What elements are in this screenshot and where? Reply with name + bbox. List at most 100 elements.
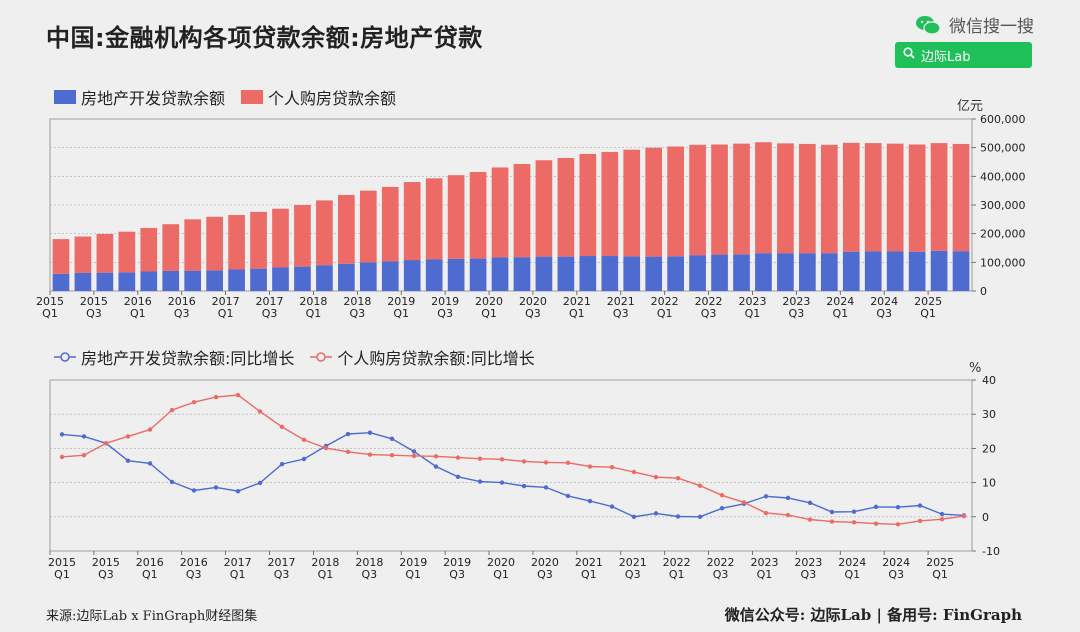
legend-item-dev: 房地产开发贷款余额 bbox=[54, 85, 225, 109]
bar-dev bbox=[601, 256, 619, 291]
bar-dev bbox=[403, 260, 421, 291]
bar-xtick-label: 2019 bbox=[431, 295, 459, 308]
bar-personal bbox=[206, 216, 223, 271]
line-series-personal-yoy-point bbox=[433, 454, 439, 459]
bar-dev bbox=[930, 250, 948, 291]
bar-xtick-label: 2024 bbox=[870, 295, 898, 308]
bar-personal bbox=[711, 144, 728, 255]
bar-dev bbox=[338, 263, 355, 291]
line-series-personal-yoy-point bbox=[257, 409, 263, 414]
bar-dev bbox=[513, 257, 531, 291]
legend-swatch-personal bbox=[241, 90, 264, 104]
line-chart-legend: 房地产开发贷款余额:同比增长 个人购房贷款余额:同比增长 bbox=[54, 345, 545, 369]
bar-dev bbox=[535, 256, 553, 291]
legend-marker-dev-yoy bbox=[54, 352, 76, 362]
bar-dev bbox=[184, 270, 202, 291]
line-series-dev-yoy-point bbox=[851, 509, 857, 514]
line-unit-label: % bbox=[969, 361, 981, 376]
line-series-personal-yoy-point bbox=[543, 460, 549, 465]
line-series-personal-yoy-point bbox=[279, 424, 285, 430]
line-series-dev-yoy-point bbox=[81, 434, 87, 439]
line-series-dev-yoy-point bbox=[499, 480, 505, 485]
bar-ytick-label: 500,000 bbox=[980, 142, 1026, 155]
bar-xtick-label: Q3 bbox=[86, 307, 102, 320]
bar-xtick-label: 2017 bbox=[212, 295, 240, 308]
bar-personal bbox=[272, 208, 289, 268]
line-series-personal-yoy-point bbox=[213, 394, 219, 400]
bar-dev bbox=[689, 255, 706, 291]
wechat-icon bbox=[915, 15, 941, 35]
bar-xtick-label: 2019 bbox=[387, 295, 415, 308]
line-series-personal-yoy-point bbox=[785, 512, 791, 518]
bar-ytick-label: 0 bbox=[980, 285, 987, 298]
line-series-personal-yoy-point bbox=[169, 407, 175, 413]
bar-dev bbox=[228, 269, 245, 291]
bar-dev bbox=[623, 256, 641, 291]
bar-xtick-label: 2021 bbox=[607, 295, 635, 308]
bar-dev bbox=[952, 251, 970, 291]
line-xtick-label: Q3 bbox=[361, 568, 377, 581]
bar-personal bbox=[952, 143, 970, 252]
line-series-personal-yoy-point bbox=[191, 400, 197, 405]
bar-dev bbox=[294, 266, 311, 291]
bar-dev bbox=[250, 268, 267, 291]
bar-personal bbox=[52, 239, 70, 274]
line-series-personal-yoy-point bbox=[873, 521, 879, 526]
bar-xtick-label: 2023 bbox=[738, 295, 766, 308]
line-series-personal-yoy-point bbox=[653, 474, 659, 480]
line-series-dev-yoy-point bbox=[807, 500, 813, 505]
line-series-personal-yoy-point bbox=[939, 516, 945, 522]
bar-ytick-label: 600,000 bbox=[980, 113, 1026, 126]
line-series-personal-yoy-point bbox=[829, 519, 835, 524]
line-series-personal-yoy-point bbox=[477, 456, 483, 461]
line-xtick-label: 2023 bbox=[794, 556, 822, 569]
bar-xtick-label: 2016 bbox=[168, 295, 196, 308]
footer-account: 微信公众号: 边际Lab | 备用号: FinGraph bbox=[724, 606, 1022, 624]
bar-dev bbox=[272, 267, 289, 291]
line-series-dev-yoy bbox=[61, 431, 965, 518]
bar-personal bbox=[491, 167, 509, 258]
bar-xtick-label: Q3 bbox=[262, 307, 278, 320]
bar-personal bbox=[908, 144, 926, 252]
line-series-personal-yoy-point bbox=[81, 453, 87, 458]
line-xtick-label: Q3 bbox=[449, 568, 465, 581]
bar-personal bbox=[403, 182, 421, 261]
line-series-dev-yoy-point bbox=[675, 514, 681, 519]
legend-label-dev-yoy: 房地产开发贷款余额:同比增长 bbox=[81, 349, 295, 368]
bar-personal bbox=[733, 143, 750, 255]
line-series-personal-yoy bbox=[61, 394, 965, 526]
line-xtick-label: 2017 bbox=[268, 556, 296, 569]
bar-xtick-label: 2023 bbox=[782, 295, 810, 308]
bar-dev bbox=[557, 256, 575, 291]
bar-personal bbox=[447, 175, 465, 259]
bar-xtick-label: Q1 bbox=[481, 307, 497, 320]
line-xtick-label: 2024 bbox=[838, 556, 866, 569]
line-series-dev-yoy-point bbox=[477, 479, 483, 484]
bar-dev bbox=[469, 258, 487, 291]
line-series-dev-yoy-point bbox=[279, 461, 285, 467]
line-series-dev-yoy-point bbox=[345, 431, 351, 437]
bar-xtick-label: Q3 bbox=[437, 307, 453, 320]
bar-personal bbox=[667, 146, 684, 257]
line-xtick-label: 2020 bbox=[487, 556, 515, 569]
line-xtick-label: Q1 bbox=[230, 568, 246, 581]
bar-dev bbox=[799, 253, 816, 291]
bar-personal bbox=[557, 157, 575, 257]
line-xtick-label: Q3 bbox=[186, 568, 202, 581]
bar-personal bbox=[864, 143, 882, 252]
line-series-dev-yoy-point bbox=[411, 449, 417, 454]
bar-xtick-label: Q3 bbox=[525, 307, 541, 320]
line-xtick-label: Q3 bbox=[625, 568, 641, 581]
bar-dev bbox=[579, 256, 597, 291]
search-button[interactable]: 边际Lab bbox=[895, 42, 1032, 68]
bar-personal bbox=[930, 143, 948, 251]
line-series-dev-yoy-point bbox=[631, 514, 637, 519]
bar-dev bbox=[864, 251, 882, 291]
bar-xtick-label: Q1 bbox=[657, 307, 673, 320]
line-xtick-label: Q3 bbox=[713, 568, 729, 581]
line-xtick-label: 2017 bbox=[224, 556, 252, 569]
line-xtick-label: 2023 bbox=[750, 556, 778, 569]
line-xtick-label: 2020 bbox=[531, 556, 559, 569]
legend-item-personal: 个人购房贷款余额 bbox=[241, 85, 396, 109]
